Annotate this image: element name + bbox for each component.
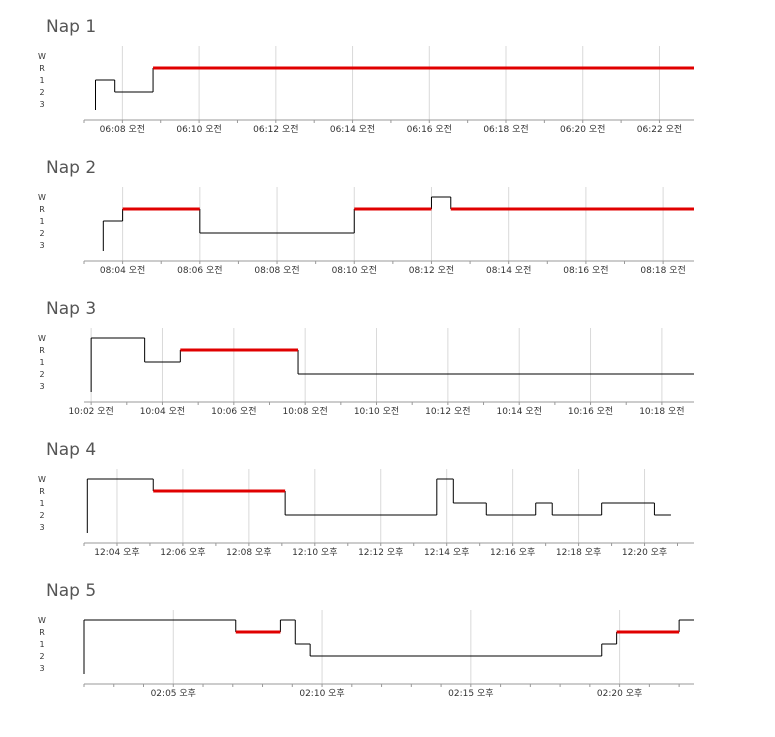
x-tick-label: 10:12 오전	[425, 406, 470, 417]
y-tick-label: 2	[39, 652, 44, 661]
x-tick-label: 12:18 오후	[556, 547, 601, 558]
x-tick-label: 08:14 오전	[486, 265, 531, 276]
x-tick-label: 10:10 오전	[354, 406, 399, 417]
y-tick-label: W	[38, 334, 46, 343]
y-tick-label: R	[39, 346, 45, 355]
y-tick-label: 2	[39, 229, 44, 238]
x-tick-label: 12:14 오후	[424, 547, 469, 558]
nap-2-panel: Nap 2 W R 1 2 3 08:04 오전 08:06 오전 08:08 오전 08:10…	[0, 158, 775, 303]
nap-4-title: Nap 4	[46, 440, 97, 460]
x-tick-label: 12:08 오후	[226, 547, 271, 558]
nap-3-panel: Nap 3 W R 1 2 3 10:02 오전 10:04 오전 10:06 오전 10:08…	[0, 299, 775, 444]
x-tick-label: 06:14 오전	[330, 124, 375, 135]
y-tick-label: R	[39, 205, 45, 214]
x-tick-label: 08:16 오전	[563, 265, 608, 276]
x-tick-label: 06:18 오전	[483, 124, 528, 135]
y-tick-label: 1	[39, 358, 44, 367]
nap-1-panel: Nap 1 W R 1 2 3 06:08 오전 06:10 오전 06:12 오전 06:14…	[0, 17, 775, 162]
y-tick-label: W	[38, 475, 46, 484]
y-tick-label: R	[39, 487, 45, 496]
y-tick-label: 3	[39, 241, 44, 250]
nap-4-panel: Nap 4 W R 1 2 3 12:04 오후 12:06 오후 12:08 오후 12:10…	[0, 440, 775, 585]
nap-1-title: Nap 1	[46, 17, 97, 37]
x-tick-label: 06:12 오전	[253, 124, 298, 135]
nap-3-title: Nap 3	[46, 299, 97, 319]
x-tick-label: 10:18 오전	[639, 406, 684, 417]
y-tick-label: W	[38, 193, 46, 202]
nap-1-chart: WR 1 2 3 06:08 오전 06:10 오전 06:12 오전 06:14 오전 06:…	[38, 46, 694, 135]
x-tick-label: 12:10 오후	[292, 547, 337, 558]
y-tick-label: R	[39, 628, 45, 637]
y-tick-label: 1	[39, 217, 44, 226]
x-tick-label: 10:14 오전	[497, 406, 542, 417]
nap-2-chart: WR 1 2 3 08:04 오전 08:06 오전 08:08 오전 08:10 오전 08:…	[38, 187, 694, 276]
x-tick-label: 02:05 오후	[151, 688, 196, 699]
x-tick-label: 08:08 오전	[254, 265, 299, 276]
x-tick-label: 10:06 오전	[211, 406, 256, 417]
x-tick-label: 08:18 오전	[640, 265, 685, 276]
y-tick-label: 2	[39, 370, 44, 379]
y-tick-label: W	[38, 616, 46, 625]
y-tick-label: 1	[39, 76, 44, 85]
x-tick-label: 10:16 오전	[568, 406, 613, 417]
x-tick-label: 06:10 오전	[176, 124, 221, 135]
x-tick-label: 10:02 오전	[68, 406, 113, 417]
x-tick-label: 12:06 오후	[160, 547, 205, 558]
x-tick-label: 12:12 오후	[358, 547, 403, 558]
x-tick-label: 08:06 오전	[177, 265, 222, 276]
x-tick-label: 08:04 오전	[100, 265, 145, 276]
y-tick-label: R	[39, 64, 45, 73]
y-tick-label: 1	[39, 640, 44, 649]
x-tick-label: 02:15 오후	[448, 688, 493, 699]
x-tick-label: 02:10 오후	[299, 688, 344, 699]
x-tick-label: 06:08 오전	[100, 124, 145, 135]
y-tick-label: W	[38, 52, 46, 61]
nap-5-chart: WR 1 2 3 02:05 오후 02:10 오후 02:15 오후 02:20 오후	[38, 610, 694, 699]
nap-5-panel: Nap 5 W R 1 2 3 02:05 오후 02:10 오후 02:15 오후 02:20…	[0, 581, 775, 726]
y-tick-label: 2	[39, 88, 44, 97]
x-tick-label: 12:04 오후	[94, 547, 139, 558]
nap-5-title: Nap 5	[46, 581, 97, 601]
y-tick-label: 3	[39, 100, 44, 109]
y-tick-label: 3	[39, 382, 44, 391]
x-tick-label: 06:16 오전	[407, 124, 452, 135]
x-tick-label: 08:10 오전	[332, 265, 377, 276]
y-tick-label: 3	[39, 664, 44, 673]
y-tick-label: 3	[39, 523, 44, 532]
x-tick-label: 12:16 오후	[490, 547, 535, 558]
nap-2-title: Nap 2	[46, 158, 97, 178]
nap-3-chart: WR 1 2 3 10:02 오전 10:04 오전 10:06 오전 10:08 오전 10:…	[38, 328, 694, 417]
x-tick-label: 02:20 오후	[597, 688, 642, 699]
x-tick-label: 10:08 오전	[282, 406, 327, 417]
x-tick-label: 08:12 오전	[409, 265, 454, 276]
y-tick-label: 1	[39, 499, 44, 508]
nap-4-chart: WR 1 2 3 12:04 오후 12:06 오후 12:08 오후 12:10 오후 12:…	[38, 469, 694, 558]
x-tick-label: 06:20 오전	[560, 124, 605, 135]
y-tick-label: 2	[39, 511, 44, 520]
x-tick-label: 10:04 오전	[140, 406, 185, 417]
x-tick-label: 06:22 오전	[637, 124, 682, 135]
x-tick-label: 12:20 오후	[622, 547, 667, 558]
